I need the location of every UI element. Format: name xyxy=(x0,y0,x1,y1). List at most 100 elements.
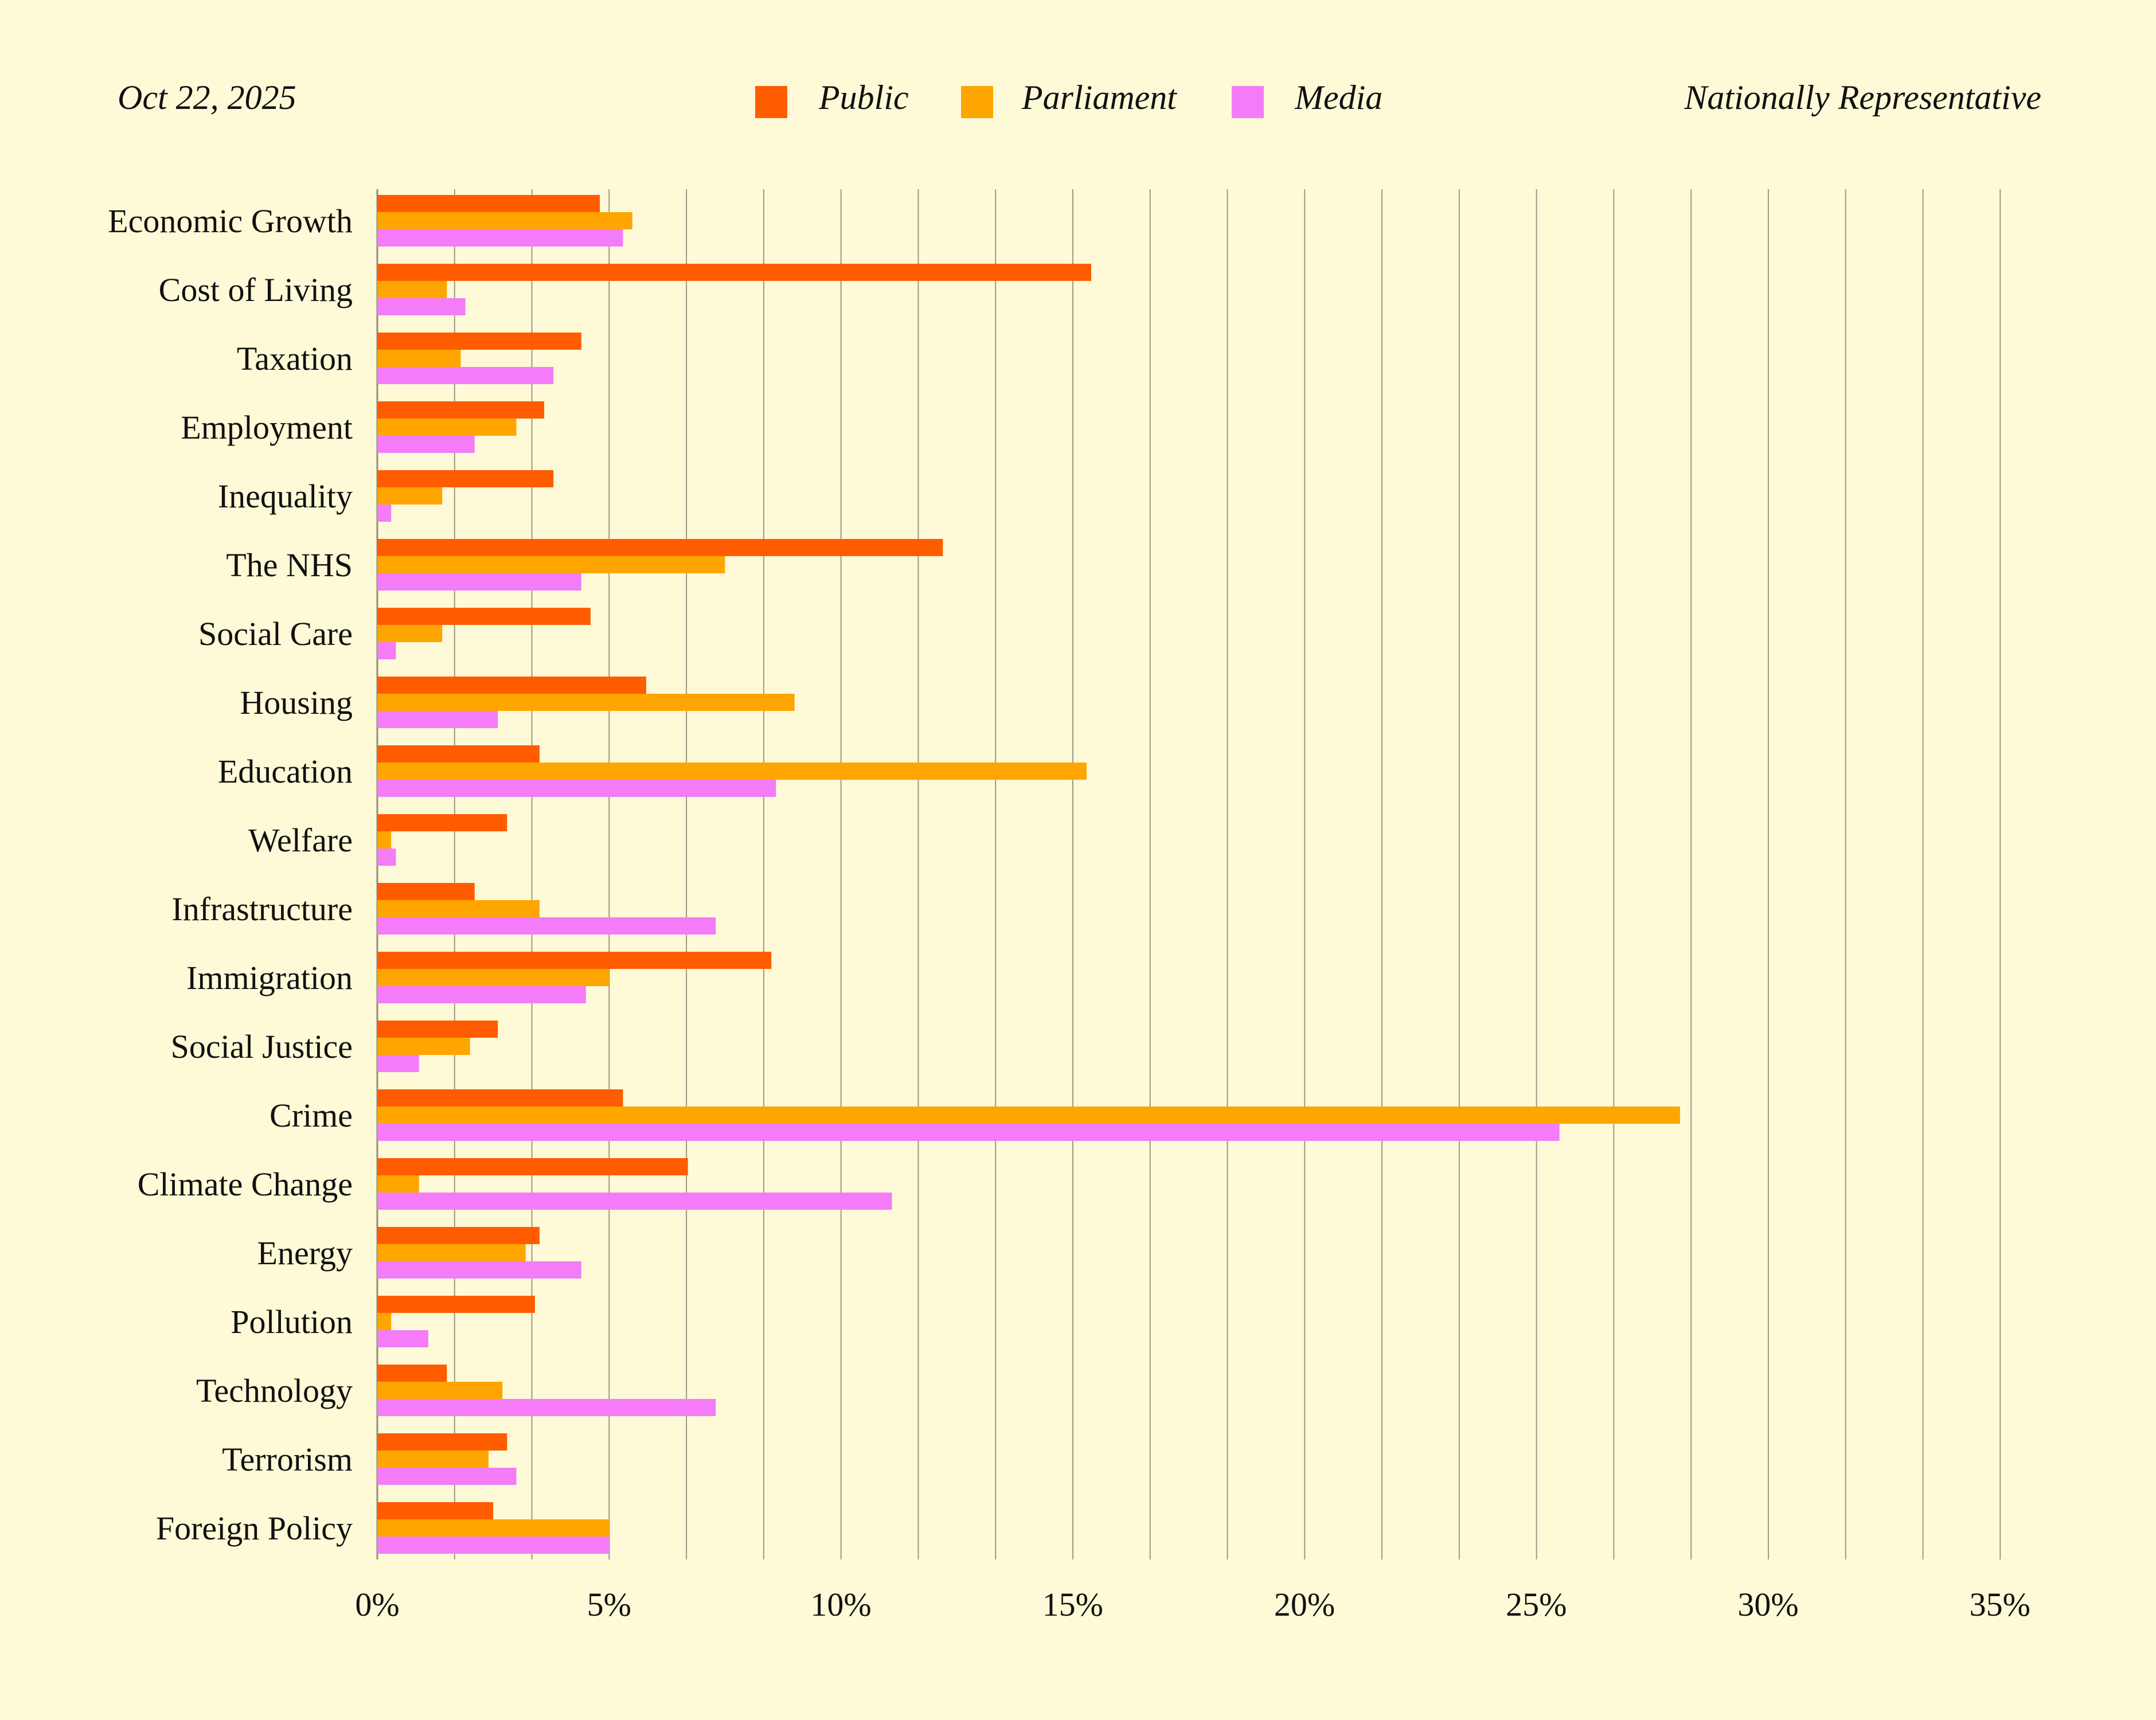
x-tick-label: 10% xyxy=(810,1586,871,1623)
bar-parliament-pollution xyxy=(377,1313,392,1330)
bar-public-social-care xyxy=(377,608,591,625)
bar-public-climate-change xyxy=(377,1158,688,1175)
bar-public-immigration xyxy=(377,952,772,969)
bar-parliament-social-justice xyxy=(377,1038,470,1055)
category-label-economic-growth: Economic Growth xyxy=(108,202,353,240)
x-tick-label: 20% xyxy=(1274,1586,1335,1623)
bar-public-employment xyxy=(377,401,545,419)
legend-label-media: Media xyxy=(1294,79,1382,116)
bar-parliament-economic-growth xyxy=(377,212,632,229)
legend-label-parliament: Parliament xyxy=(1021,79,1177,116)
x-tick-labels: 0% 5% 10% 15% 20% 25% 30% 35% xyxy=(355,1586,2030,1623)
bar-parliament-employment xyxy=(377,419,517,436)
x-tick-label: 5% xyxy=(587,1586,631,1623)
gridlines xyxy=(376,189,2001,1559)
bar-parliament-foreign-policy xyxy=(377,1519,610,1537)
bar-media-economic-growth xyxy=(377,229,623,247)
bar-parliament-infrastructure xyxy=(377,900,540,917)
bar-media-climate-change xyxy=(377,1193,892,1210)
bar-media-social-justice xyxy=(377,1055,419,1072)
bar-media-education xyxy=(377,780,776,797)
bar-media-the-nhs xyxy=(377,573,581,591)
bar-parliament-cost-of-living xyxy=(377,281,447,298)
bar-public-technology xyxy=(377,1365,447,1382)
bar-media-terrorism xyxy=(377,1468,517,1485)
bar-media-social-care xyxy=(377,642,396,659)
category-label-social-justice: Social Justice xyxy=(171,1028,353,1065)
bar-parliament-terrorism xyxy=(377,1451,489,1468)
bar-public-taxation xyxy=(377,333,581,350)
bar-media-pollution xyxy=(377,1330,428,1347)
bar-public-housing xyxy=(377,677,646,694)
category-label-welfare: Welfare xyxy=(248,822,353,859)
bar-public-crime xyxy=(377,1089,623,1107)
legend-label-public: Public xyxy=(818,79,909,116)
legend: Public Parliament Media xyxy=(755,79,1382,118)
category-label-infrastructure: Infrastructure xyxy=(171,890,353,928)
category-label-climate-change: Climate Change xyxy=(138,1166,353,1203)
category-label-the-nhs: The NHS xyxy=(226,546,353,584)
category-label-immigration: Immigration xyxy=(186,959,353,996)
bar-public-inequality xyxy=(377,470,554,487)
bar-parliament-taxation xyxy=(377,350,461,367)
category-label-cost-of-living: Cost of Living xyxy=(159,271,353,308)
category-label-crime: Crime xyxy=(270,1097,353,1134)
bar-public-cost-of-living xyxy=(377,264,1092,281)
bar-media-infrastructure xyxy=(377,917,716,935)
legend-swatch-media xyxy=(1232,86,1264,118)
category-label-pollution: Pollution xyxy=(231,1303,353,1340)
legend-swatch-public xyxy=(755,86,787,118)
bar-public-terrorism xyxy=(377,1433,507,1451)
bar-public-pollution xyxy=(377,1296,535,1313)
category-label-foreign-policy: Foreign Policy xyxy=(156,1510,353,1547)
bar-public-welfare xyxy=(377,814,507,831)
bar-public-energy xyxy=(377,1227,540,1244)
bar-parliament-crime xyxy=(377,1107,1680,1124)
bar-media-energy xyxy=(377,1261,581,1279)
category-label-social-care: Social Care xyxy=(198,615,353,652)
category-label-taxation: Taxation xyxy=(237,340,353,377)
legend-swatch-parliament xyxy=(961,86,993,118)
bar-public-education xyxy=(377,745,540,763)
bar-media-technology xyxy=(377,1399,716,1416)
bar-public-economic-growth xyxy=(377,195,600,212)
x-tick-label: 0% xyxy=(355,1586,399,1623)
bar-media-crime xyxy=(377,1124,1560,1141)
bar-parliament-inequality xyxy=(377,487,443,505)
bar-public-foreign-policy xyxy=(377,1502,494,1519)
category-label-employment: Employment xyxy=(181,409,353,446)
bar-media-taxation xyxy=(377,367,554,384)
bar-media-employment xyxy=(377,436,475,453)
bar-parliament-social-care xyxy=(377,625,443,642)
category-label-inequality: Inequality xyxy=(218,478,353,515)
x-tick-label: 15% xyxy=(1042,1586,1103,1623)
category-label-housing: Housing xyxy=(240,684,353,721)
bar-parliament-immigration xyxy=(377,969,610,986)
bar-public-infrastructure xyxy=(377,883,475,900)
bar-media-cost-of-living xyxy=(377,298,466,315)
category-label-energy: Energy xyxy=(257,1234,353,1272)
bar-media-foreign-policy xyxy=(377,1537,610,1554)
bar-parliament-the-nhs xyxy=(377,556,725,573)
bar-media-inequality xyxy=(377,505,392,522)
bar-public-the-nhs xyxy=(377,539,943,556)
category-labels: Economic Growth Cost of Living Taxation Emp… xyxy=(108,202,353,1547)
bar-public-social-justice xyxy=(377,1021,498,1038)
x-tick-label: 35% xyxy=(1970,1586,2030,1623)
sample-label: Nationally Representative xyxy=(1684,79,2041,116)
x-tick-label: 30% xyxy=(1737,1586,1798,1623)
bar-media-housing xyxy=(377,711,498,728)
bar-media-immigration xyxy=(377,986,586,1003)
bar-media-welfare xyxy=(377,849,396,866)
category-label-education: Education xyxy=(218,753,353,790)
bar-parliament-climate-change xyxy=(377,1175,419,1193)
bar-parliament-technology xyxy=(377,1382,503,1399)
bar-parliament-education xyxy=(377,763,1087,780)
bar-parliament-housing xyxy=(377,694,795,711)
bar-parliament-welfare xyxy=(377,831,392,849)
date-label: Oct 22, 2025 xyxy=(118,79,296,116)
bar-parliament-energy xyxy=(377,1244,526,1261)
category-label-terrorism: Terrorism xyxy=(222,1441,353,1478)
